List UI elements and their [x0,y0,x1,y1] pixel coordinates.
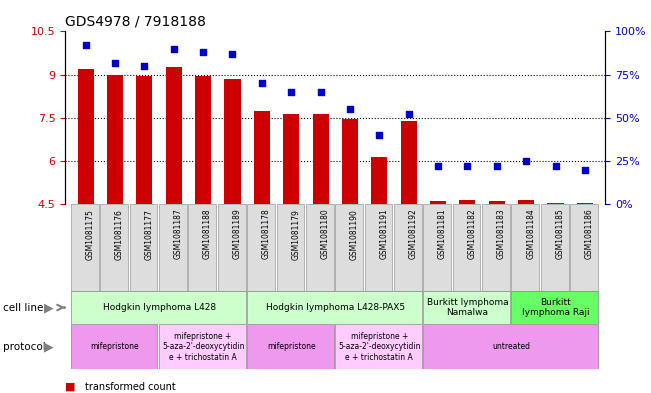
Point [315,89,326,95]
Bar [100,204,128,291]
Bar [423,324,598,369]
Bar [136,76,152,204]
Text: ▶: ▶ [44,301,53,314]
Bar [188,204,216,291]
Bar [489,202,505,204]
Bar [342,119,358,204]
Text: GSM1081175: GSM1081175 [86,209,94,259]
Bar [107,75,123,204]
Text: Burkitt
lymphoma Raji: Burkitt lymphoma Raji [521,298,589,317]
Text: GSM1081176: GSM1081176 [115,209,124,259]
Bar [312,114,329,204]
Text: GSM1081190: GSM1081190 [350,209,359,259]
Text: mifepristone: mifepristone [90,342,139,351]
Bar [71,291,245,324]
Text: mifepristone: mifepristone [267,342,316,351]
Text: GSM1081181: GSM1081181 [438,209,447,259]
Bar [71,204,99,291]
Text: GSM1081186: GSM1081186 [585,209,594,259]
Text: Hodgkin lymphoma L428-PAX5: Hodgkin lymphoma L428-PAX5 [266,303,405,312]
Point [521,158,531,164]
Text: GSM1081189: GSM1081189 [232,209,242,259]
Bar [247,324,334,369]
Bar [423,204,451,291]
Bar [306,204,334,291]
Bar [518,200,534,204]
Text: mifepristone +
5-aza-2'-deoxycytidin
e + trichostatin A: mifepristone + 5-aza-2'-deoxycytidin e +… [338,332,421,362]
Bar [283,114,299,204]
Bar [577,203,593,204]
Text: transformed count: transformed count [85,382,175,392]
Text: Burkitt lymphoma
Namalwa: Burkitt lymphoma Namalwa [426,298,508,317]
Text: ▶: ▶ [44,340,53,353]
Bar [247,204,275,291]
Bar [225,79,241,204]
Bar [547,203,564,204]
Point [139,63,150,69]
Bar [512,291,598,324]
Text: GSM1081192: GSM1081192 [409,209,418,259]
Point [81,42,91,48]
Bar [77,69,94,204]
Point [198,49,208,55]
Text: GSM1081185: GSM1081185 [555,209,564,259]
Text: GSM1081184: GSM1081184 [526,209,535,259]
Bar [335,324,422,369]
Point [550,163,561,169]
Point [169,46,179,52]
Text: GSM1081187: GSM1081187 [174,209,183,259]
Bar [394,204,422,291]
Text: GDS4978 / 7918188: GDS4978 / 7918188 [65,15,206,29]
Point [110,59,120,66]
Text: GSM1081183: GSM1081183 [497,209,506,259]
Bar [165,68,182,204]
Point [256,80,267,86]
Text: Hodgkin lymphoma L428: Hodgkin lymphoma L428 [102,303,215,312]
Text: GSM1081177: GSM1081177 [145,209,154,259]
Text: GSM1081179: GSM1081179 [291,209,300,259]
Bar [482,204,510,291]
Bar [247,291,422,324]
Text: ■: ■ [65,382,76,392]
Bar [254,111,270,204]
Point [462,163,473,169]
Bar [365,204,393,291]
Point [404,111,414,118]
Text: cell line: cell line [3,303,44,312]
Bar [570,204,598,291]
Point [227,51,238,57]
Bar [400,121,417,204]
Bar [130,204,158,291]
Text: untreated: untreated [492,342,531,351]
Point [433,163,443,169]
Bar [512,204,539,291]
Bar [71,324,158,369]
Bar [430,202,446,204]
Bar [218,204,245,291]
Text: GSM1081178: GSM1081178 [262,209,271,259]
Point [579,167,590,173]
Bar [335,204,363,291]
Text: protocol: protocol [3,342,46,352]
Bar [423,291,510,324]
Bar [460,200,475,204]
Bar [541,204,568,291]
Text: mifepristone +
5-aza-2'-deoxycytidin
e + trichostatin A: mifepristone + 5-aza-2'-deoxycytidin e +… [162,332,244,362]
Text: GSM1081188: GSM1081188 [203,209,212,259]
Point [492,163,502,169]
Bar [159,324,245,369]
Text: GSM1081180: GSM1081180 [320,209,329,259]
Bar [371,157,387,204]
Point [374,132,385,138]
Bar [277,204,304,291]
Point [286,89,296,95]
Point [345,106,355,112]
Text: GSM1081191: GSM1081191 [380,209,388,259]
Bar [195,76,211,204]
Bar [452,204,480,291]
Text: GSM1081182: GSM1081182 [467,209,477,259]
Bar [159,204,187,291]
